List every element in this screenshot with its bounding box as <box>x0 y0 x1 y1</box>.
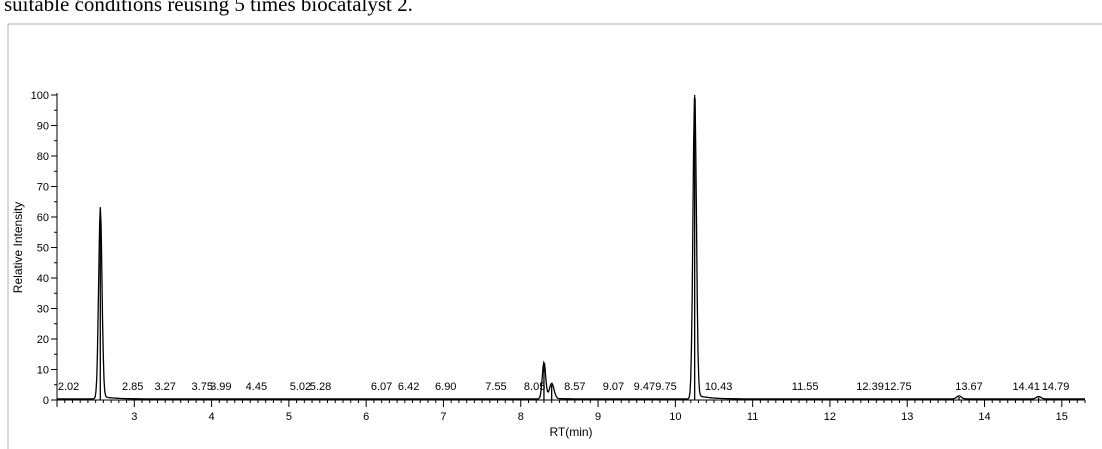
rt-label: 8.05 <box>524 381 545 393</box>
rt-label: 13.67 <box>955 381 983 393</box>
peak-name-label: TAG <box>665 0 687 3</box>
rt-label: 3.75 <box>192 381 213 393</box>
x-tick-label: 8 <box>518 411 524 423</box>
rt-labels: 2.02 2.85 3.27 3.753.99 4.45 5.025.28 6.07 6.42… <box>58 381 1070 393</box>
x-tick-label: 3 <box>131 411 137 423</box>
peak-rt-label: RT: 8.30 <box>514 0 555 3</box>
rt-label: 3.27 <box>154 381 175 393</box>
x-tick-label: 7 <box>440 411 446 423</box>
rt-label: 6.07 <box>371 381 392 393</box>
rt-label: 5.02 <box>290 381 311 393</box>
rt-label: 14.41 <box>1012 381 1040 393</box>
y-axis-label: Relative Intensity <box>11 202 25 293</box>
y-tick-label: 90 <box>37 121 49 133</box>
y-tick-label: 100 <box>31 90 49 102</box>
y-tick-label: 40 <box>37 273 49 285</box>
trace-layer <box>57 95 1085 400</box>
peak-name-label: 1,4 Butanediol <box>70 0 140 3</box>
rt-label: 3.99 <box>210 381 231 393</box>
y-tick-label: 0 <box>43 395 49 407</box>
rt-label: 9.07 <box>603 381 624 393</box>
rt-label: 8.57 <box>564 381 585 393</box>
rt-label: 12.39 <box>856 381 884 393</box>
y-tick-label: 10 <box>37 365 49 377</box>
rt-label: 2.02 <box>58 381 79 393</box>
peak-annotations: RT: 2.561,4 Butanediol RT: 8.30DAG RT: 10.… <box>70 0 711 3</box>
peak-name-label: DAG <box>514 0 538 3</box>
x-tick-label: 13 <box>901 411 913 423</box>
peak-rt-label: RT: 10.25 <box>665 0 712 3</box>
x-axis-label: RT(min) <box>549 425 592 439</box>
rt-label: 9.47 <box>634 381 655 393</box>
x-tick-label: 11 <box>747 411 758 423</box>
x-tick-label: 12 <box>824 411 836 423</box>
y-tick-label: 30 <box>37 304 49 316</box>
y-tick-label: 80 <box>37 151 49 163</box>
rt-label: 5.28 <box>310 381 331 393</box>
y-tick-label: 50 <box>37 243 49 255</box>
rt-label: 9.75 <box>655 381 676 393</box>
x-tick-label: 9 <box>595 411 601 423</box>
rt-label: 7.55 <box>485 381 506 393</box>
peak-rt-label: RT: 2.56 <box>70 0 111 3</box>
y-tick-label: 70 <box>37 182 49 194</box>
rt-label: 14.79 <box>1042 381 1070 393</box>
rt-label: 4.45 <box>246 381 267 393</box>
y-tick-label: 20 <box>37 334 49 346</box>
rt-label: 12.75 <box>884 381 912 393</box>
chromatogram-trace <box>57 98 1085 400</box>
rt-label: 10.43 <box>705 381 733 393</box>
rt-label: 6.42 <box>398 381 419 393</box>
rt-label: 11.55 <box>792 381 819 393</box>
figure-caption: suitable conditions reusing 5 times bioc… <box>4 0 413 16</box>
x-tick-label: 14 <box>978 411 990 423</box>
axes: 0 10 20 30 40 50 60 70 80 90 100 3 4 5 6 7 8 9 10 11 12 13 14 1… <box>31 90 1086 423</box>
rt-label: 2.85 <box>122 381 143 393</box>
rt-label: 6.90 <box>435 381 456 393</box>
x-tick-label: 15 <box>1056 411 1068 423</box>
y-tick-label: 60 <box>37 212 49 224</box>
x-tick-label: 5 <box>286 411 292 423</box>
x-tick-label: 10 <box>669 411 681 423</box>
x-tick-label: 6 <box>363 411 369 423</box>
x-tick-label: 4 <box>209 411 215 423</box>
